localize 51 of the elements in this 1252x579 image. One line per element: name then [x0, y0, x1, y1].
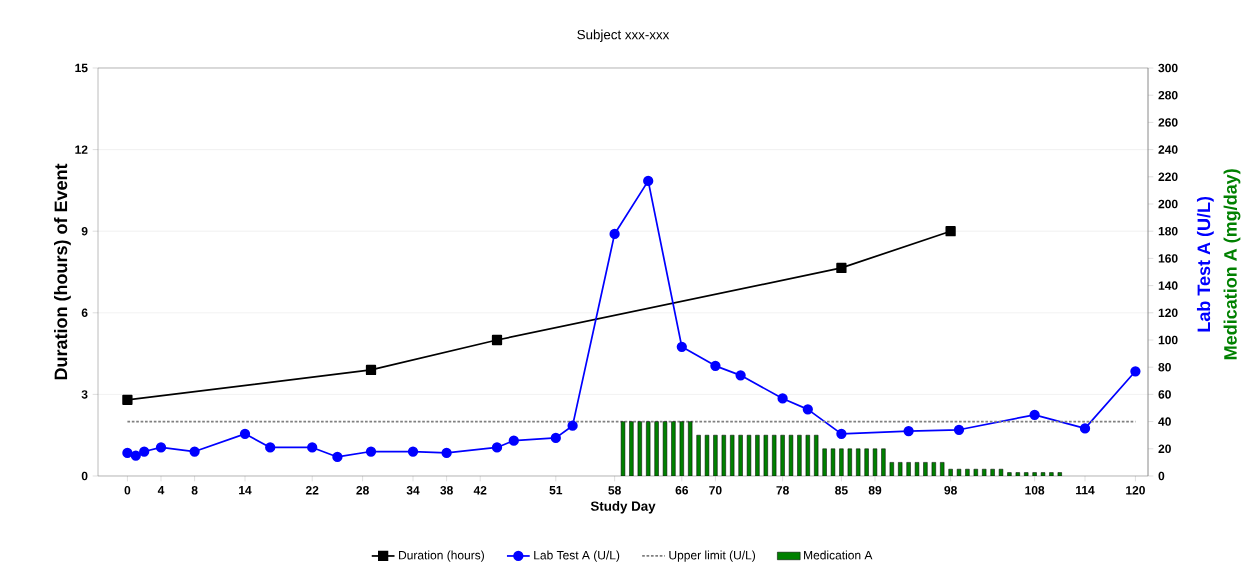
y2-tick-label: 260 — [1158, 118, 1178, 127]
y-axis-title: Duration (hours) of Event — [54, 163, 71, 380]
x-tick-label: 34 — [406, 486, 420, 495]
y2-tick-label: 300 — [1158, 63, 1178, 73]
y2-tick-label: 60 — [1158, 390, 1171, 399]
x-tick-label: 114 — [1076, 486, 1095, 495]
legend-label: Lab Test A (U/L) — [534, 550, 620, 562]
x-tick-label: 8 — [191, 486, 198, 495]
x-tick-label: 14 — [239, 486, 252, 495]
y-tick-label: 9 — [81, 226, 88, 236]
x-tick-label: 51 — [549, 486, 563, 495]
y-tick-label: 12 — [75, 145, 88, 154]
legend-label: Duration (hours) — [399, 550, 484, 562]
y2-tick-label: 20 — [1158, 444, 1171, 454]
y2-tick-label: 220 — [1158, 172, 1178, 182]
chart-title: Subject xxx-xxx — [577, 29, 670, 42]
x-tick-label: 78 — [776, 486, 789, 495]
legend-label: Upper limit (U/L) — [669, 550, 756, 562]
x-tick-label: 0 — [124, 486, 131, 495]
y2-tick-label: 240 — [1158, 145, 1178, 154]
x-tick-label: 22 — [305, 486, 319, 495]
y2-tick-label: 0 — [1158, 471, 1165, 481]
x-tick-label: 4 — [157, 486, 165, 495]
x-tick-label: 42 — [473, 486, 487, 495]
y2-tick-label: 200 — [1158, 199, 1178, 209]
x-tick-label: 98 — [944, 486, 957, 495]
x-tick-label: 89 — [868, 486, 882, 495]
text: Medication A (mg/day) — [1223, 169, 1241, 360]
y-tick-label: 0 — [81, 471, 88, 481]
x-tick-label: 120 — [1126, 486, 1145, 495]
legend-label: Medication A — [804, 550, 873, 560]
y2-tick-label: 120 — [1158, 308, 1178, 318]
x-tick-label: 38 — [440, 486, 453, 495]
y2-axis-title: Lab Test A (U/L) — [1196, 196, 1214, 332]
y-tick-label: 15 — [75, 63, 88, 73]
x-tick-label: 85 — [835, 486, 848, 495]
y2-tick-label: 100 — [1158, 335, 1178, 345]
y2-tick-label: 160 — [1158, 254, 1178, 263]
y2-tick-label: 80 — [1158, 362, 1171, 372]
y-tick-label: 3 — [81, 390, 88, 399]
x-axis-title: Study Day — [590, 501, 656, 514]
y2-tick-label: 140 — [1158, 281, 1178, 290]
y2-tick-label: 280 — [1158, 90, 1178, 100]
x-tick-label: 70 — [709, 486, 722, 495]
x-tick-label: 66 — [675, 486, 689, 495]
x-tick-label: 28 — [356, 486, 369, 495]
y2-tick-label: 180 — [1158, 226, 1178, 236]
x-tick-label: 108 — [1025, 486, 1045, 495]
x-tick-label: 58 — [608, 486, 621, 495]
y2-tick-label: 40 — [1158, 417, 1171, 426]
y-tick-label: 6 — [81, 308, 88, 318]
